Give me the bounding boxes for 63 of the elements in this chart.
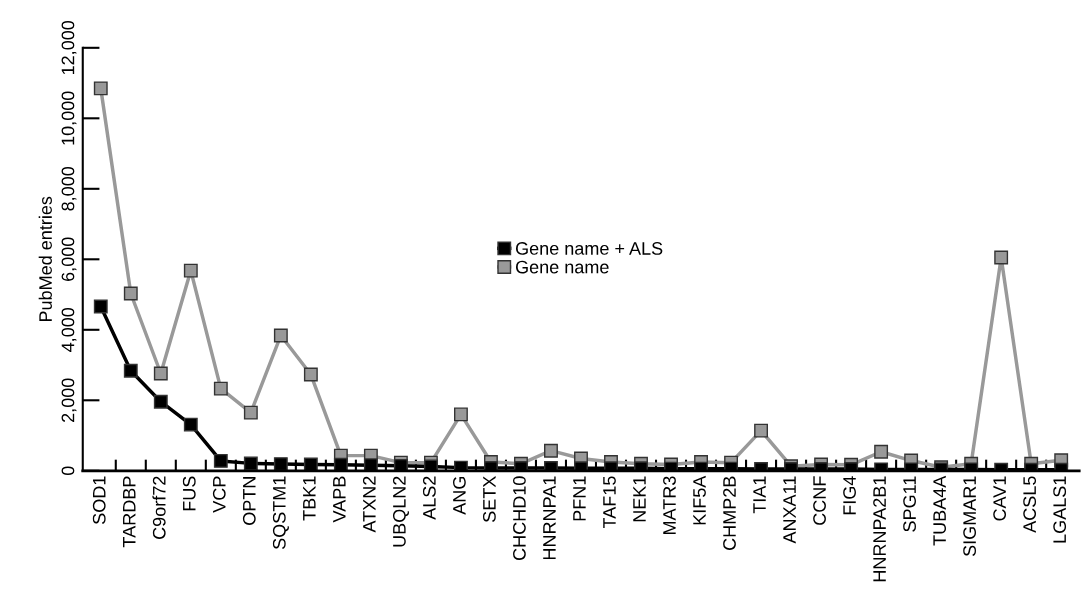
point bbox=[93, 299, 108, 314]
point bbox=[243, 405, 258, 420]
y-tick-label: 0 bbox=[61, 466, 75, 476]
x-tick-label: CAV1 bbox=[993, 476, 1007, 521]
point bbox=[123, 286, 138, 301]
point bbox=[754, 423, 769, 438]
point bbox=[453, 407, 468, 422]
point bbox=[303, 367, 318, 382]
x-tick-label: SETX bbox=[483, 476, 496, 522]
x-tick-label: ANXA11 bbox=[783, 476, 796, 544]
point bbox=[93, 81, 108, 96]
x-tick-label: HNRNPA1 bbox=[543, 476, 556, 560]
x-tick-label: KIF5A bbox=[693, 475, 706, 525]
x-tick-label: UBQLN2 bbox=[392, 476, 409, 547]
x-tick-label: SOD1 bbox=[92, 476, 106, 524]
point bbox=[874, 444, 889, 459]
x-tick-label: LGALS1 bbox=[1053, 476, 1067, 543]
y-tick-label: 8,000 bbox=[61, 166, 77, 211]
point bbox=[994, 250, 1009, 265]
x-tick-label: PFN1 bbox=[573, 476, 586, 521]
legend-label: Gene name bbox=[515, 260, 609, 274]
y-tick-label: 2,000 bbox=[61, 378, 77, 422]
x-tick-label: CHCHD10 bbox=[513, 476, 526, 561]
y-axis-title: PubMed entries bbox=[38, 196, 52, 322]
x-tick-label: ALS2 bbox=[422, 476, 436, 520]
legend-label: Gene name + ALS bbox=[515, 242, 663, 255]
x-tick-label: FUS bbox=[182, 476, 196, 511]
x-tick-label: VCP bbox=[212, 476, 226, 513]
point bbox=[273, 328, 288, 343]
x-tick-label: HNRNPA2B1 bbox=[873, 476, 886, 582]
x-tick-label: MATR3 bbox=[663, 476, 676, 535]
x-tick-label: TUBA4A bbox=[933, 475, 946, 546]
point bbox=[243, 456, 258, 471]
x-tick-label: CCNF bbox=[813, 476, 826, 525]
y-tick-label: 12,000 bbox=[61, 20, 77, 75]
y-tick-label: 10,000 bbox=[61, 91, 77, 145]
x-tick-label: VAPB bbox=[333, 476, 346, 523]
x-tick-label: NEK1 bbox=[633, 476, 646, 522]
point bbox=[123, 363, 138, 378]
x-tick-label: ATXN2 bbox=[362, 476, 376, 533]
x-tick-label: ACSL5 bbox=[1023, 476, 1037, 533]
x-tick-label: TBK1 bbox=[303, 476, 316, 521]
point bbox=[183, 417, 198, 432]
x-tick-label: CHMP2B bbox=[723, 476, 736, 550]
x-tick-label: TIA1 bbox=[753, 476, 766, 514]
x-tick-label: ANG bbox=[452, 476, 466, 515]
point bbox=[153, 394, 168, 409]
x-tick-label: FIG4 bbox=[843, 476, 856, 515]
point bbox=[544, 443, 558, 458]
x-tick-label: SPG11 bbox=[903, 476, 916, 532]
y-tick-label: 6,000 bbox=[61, 237, 77, 281]
x-tick-label: OPTN bbox=[242, 477, 256, 525]
x-tick-label: TARDBP bbox=[123, 476, 136, 548]
x-tick-label: C9orf72 bbox=[152, 476, 166, 539]
point bbox=[183, 263, 198, 278]
point bbox=[213, 381, 228, 396]
y-tick-label: 4,000 bbox=[61, 307, 77, 352]
point bbox=[213, 453, 228, 468]
point bbox=[153, 366, 168, 381]
x-tick-label: TAF15 bbox=[603, 476, 616, 529]
x-tick-label: SQSTM1 bbox=[272, 476, 289, 550]
x-tick-label: SIGMAR1 bbox=[963, 476, 976, 557]
point bbox=[303, 457, 318, 471]
